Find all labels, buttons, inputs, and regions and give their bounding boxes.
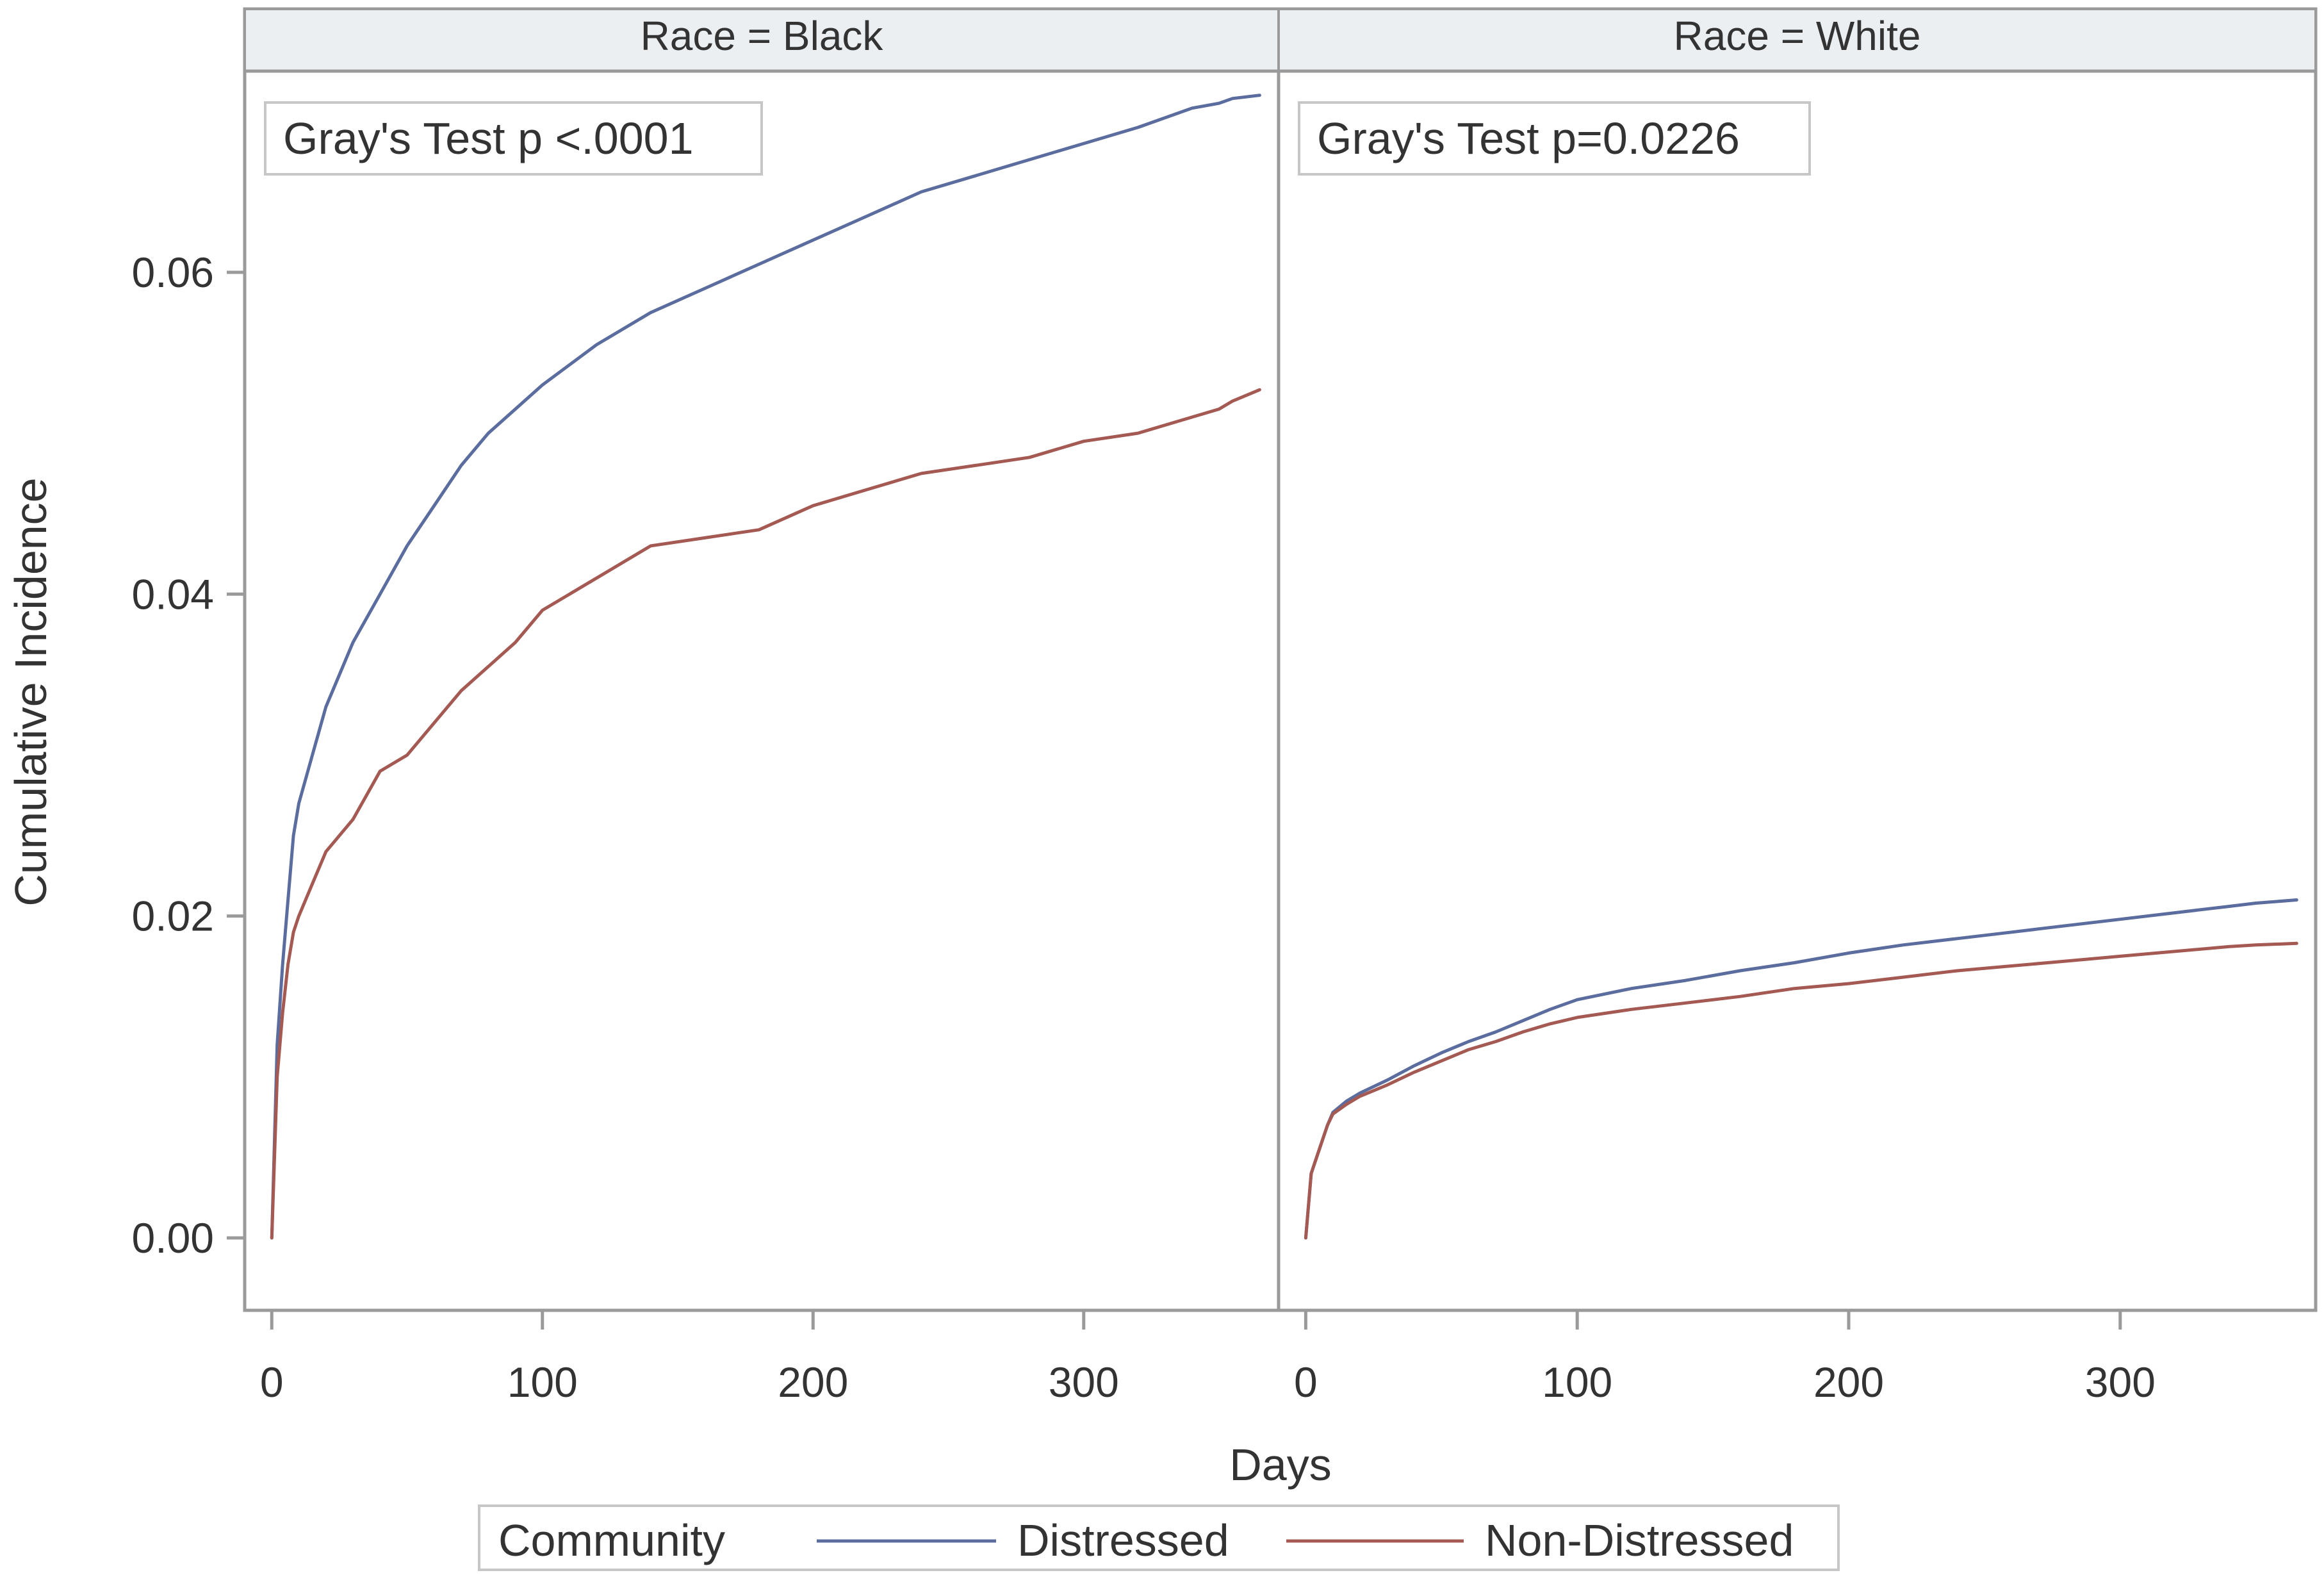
annotation-text: Gray's Test p=0.0226 [1317,113,1740,163]
x-tick-label: 100 [1542,1358,1612,1406]
legend-label-non-distressed: Non-Distressed [1485,1515,1794,1565]
y-axis-title: Cumulative Incidence [6,477,56,906]
x-tick-label: 200 [778,1358,848,1406]
annotation-text: Gray's Test p <.0001 [283,113,694,163]
legend-box [478,1504,1840,1571]
panel-header: Race = Black [641,13,884,59]
series-line-non-distressed [1304,941,2298,1240]
legend-title: Community [498,1515,725,1565]
x-tick-label: 300 [1049,1358,1119,1406]
panels-layer: Race = Black Gray's Test p <.0001 Race = W… [243,7,2318,1312]
panel-white: Race = White Gray's Test p=0.0226 [1277,8,2318,1312]
x-tick-label: 200 [1813,1358,1884,1406]
legend: Community Distressed Non-Distressed [478,1504,1840,1571]
panel-black: Race = Black Gray's Test p <.0001 [243,8,1281,1312]
series-line-distressed [270,94,1261,1240]
legend-label-distressed: Distressed [1017,1515,1229,1565]
panel-header-strip [1277,8,2317,72]
annotation-box [264,101,763,176]
y-tick-label: 0.02 [132,893,214,940]
x-tick-label: 0 [260,1358,284,1406]
x-tick-label: 100 [507,1358,578,1406]
x-tick-label: 0 [1294,1358,1318,1406]
annotation-box [1298,101,1811,176]
axes-layer: 0 100 200 300 0 100 200 300 0.00 0.02 0.04 0.06 Days… [6,249,2316,1490]
y-tick-label: 0.04 [132,570,214,618]
x-axis-title: Days [1229,1440,1331,1490]
series-line-non-distressed [270,388,1261,1240]
y-tick-label: 0.00 [132,1214,214,1262]
x-tick-label: 300 [2085,1358,2156,1406]
panel-header: Race = White [1674,13,1921,59]
y-tick-label: 0.06 [132,249,214,296]
